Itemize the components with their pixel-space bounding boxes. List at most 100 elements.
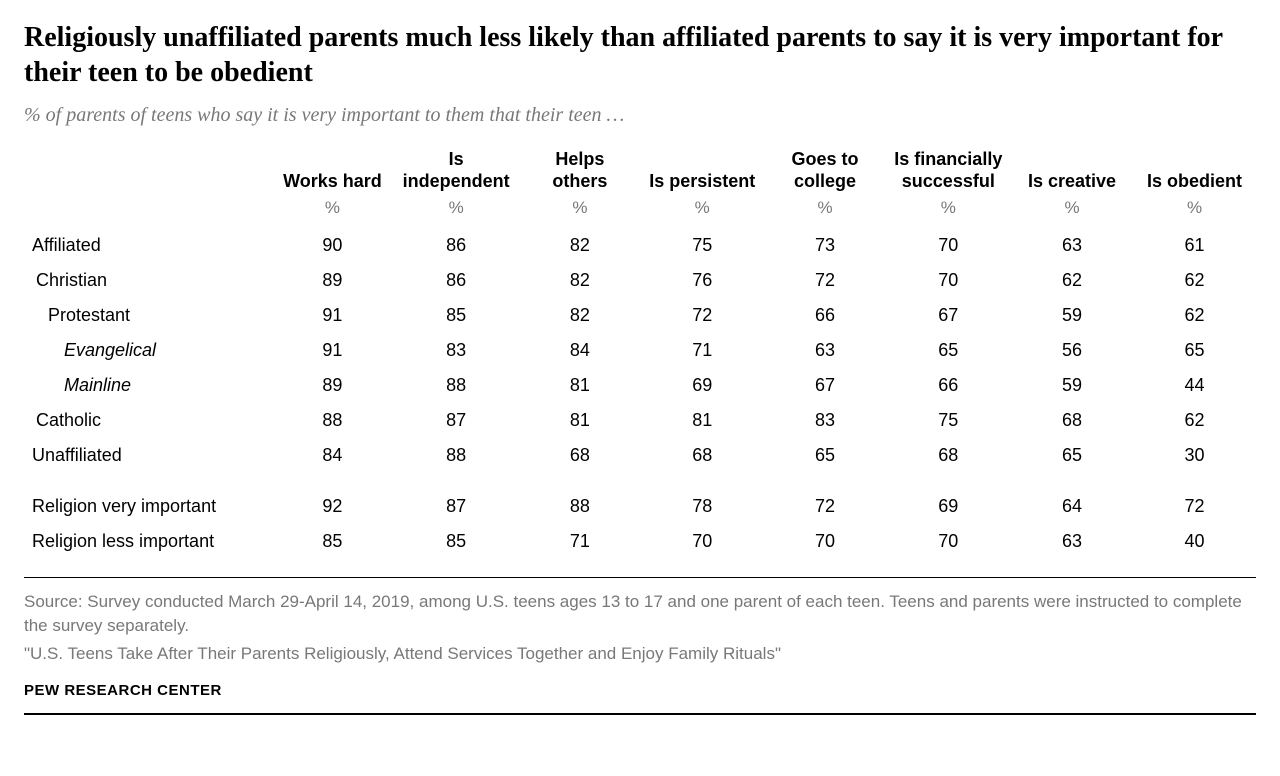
cell-value: 59 bbox=[1011, 298, 1133, 333]
cell-value: 83 bbox=[393, 333, 520, 368]
cell-value: 64 bbox=[1011, 489, 1133, 524]
cell-value: 70 bbox=[886, 524, 1011, 559]
cell-value: 70 bbox=[886, 228, 1011, 263]
cell-value: 87 bbox=[393, 489, 520, 524]
cell-value: 30 bbox=[1133, 438, 1256, 473]
pct-label: % bbox=[886, 196, 1011, 228]
col-header: Helps others bbox=[520, 145, 640, 196]
attribution: PEW RESEARCH CENTER bbox=[24, 682, 1256, 715]
table-row: Catholic8887818183756862 bbox=[24, 403, 1256, 438]
cell-value: 86 bbox=[393, 263, 520, 298]
pct-label: % bbox=[1133, 196, 1256, 228]
cell-value: 70 bbox=[886, 263, 1011, 298]
pct-label: % bbox=[640, 196, 764, 228]
cell-value: 86 bbox=[393, 228, 520, 263]
source-note: Source: Survey conducted March 29-April … bbox=[24, 577, 1256, 638]
cell-value: 62 bbox=[1133, 403, 1256, 438]
cell-value: 69 bbox=[886, 489, 1011, 524]
row-label: Unaffiliated bbox=[24, 438, 272, 473]
col-header: Is persistent bbox=[640, 145, 764, 196]
quote-note: "U.S. Teens Take After Their Parents Rel… bbox=[24, 644, 1256, 664]
cell-value: 75 bbox=[640, 228, 764, 263]
cell-value: 73 bbox=[764, 228, 885, 263]
cell-value: 71 bbox=[640, 333, 764, 368]
table-row: Religion very important9287887872696472 bbox=[24, 489, 1256, 524]
cell-value: 72 bbox=[1133, 489, 1256, 524]
row-label: Religion less important bbox=[24, 524, 272, 559]
table-row: Mainline8988816967665944 bbox=[24, 368, 1256, 403]
cell-value: 70 bbox=[764, 524, 885, 559]
data-table: Works hard Is independent Helps others I… bbox=[24, 145, 1256, 559]
cell-value: 85 bbox=[272, 524, 392, 559]
cell-value: 88 bbox=[393, 368, 520, 403]
cell-value: 88 bbox=[272, 403, 392, 438]
cell-value: 72 bbox=[764, 263, 885, 298]
cell-value: 65 bbox=[764, 438, 885, 473]
cell-value: 68 bbox=[886, 438, 1011, 473]
table-row: Unaffiliated8488686865686530 bbox=[24, 438, 1256, 473]
page-subtitle: % of parents of teens who say it is very… bbox=[24, 104, 1256, 127]
cell-value: 40 bbox=[1133, 524, 1256, 559]
cell-value: 63 bbox=[1011, 228, 1133, 263]
cell-value: 82 bbox=[520, 298, 640, 333]
header-row: Works hard Is independent Helps others I… bbox=[24, 145, 1256, 196]
cell-value: 69 bbox=[640, 368, 764, 403]
cell-value: 68 bbox=[640, 438, 764, 473]
cell-value: 56 bbox=[1011, 333, 1133, 368]
cell-value: 89 bbox=[272, 263, 392, 298]
cell-value: 59 bbox=[1011, 368, 1133, 403]
pct-label: % bbox=[393, 196, 520, 228]
cell-value: 84 bbox=[520, 333, 640, 368]
col-header: Is obedient bbox=[1133, 145, 1256, 196]
cell-value: 81 bbox=[520, 368, 640, 403]
cell-value: 75 bbox=[886, 403, 1011, 438]
cell-value: 63 bbox=[764, 333, 885, 368]
cell-value: 62 bbox=[1133, 298, 1256, 333]
cell-value: 65 bbox=[1011, 438, 1133, 473]
cell-value: 91 bbox=[272, 298, 392, 333]
cell-value: 65 bbox=[1133, 333, 1256, 368]
pct-label: % bbox=[520, 196, 640, 228]
cell-value: 68 bbox=[520, 438, 640, 473]
table-row: Protestant9185827266675962 bbox=[24, 298, 1256, 333]
table-row: Religion less important8585717070706340 bbox=[24, 524, 1256, 559]
cell-value: 67 bbox=[764, 368, 885, 403]
table-row: Affiliated9086827573706361 bbox=[24, 228, 1256, 263]
cell-value: 82 bbox=[520, 263, 640, 298]
cell-value: 70 bbox=[640, 524, 764, 559]
cell-value: 62 bbox=[1133, 263, 1256, 298]
cell-value: 87 bbox=[393, 403, 520, 438]
col-header: Is creative bbox=[1011, 145, 1133, 196]
pct-label: % bbox=[272, 196, 392, 228]
cell-value: 68 bbox=[1011, 403, 1133, 438]
cell-value: 65 bbox=[886, 333, 1011, 368]
col-header: Works hard bbox=[272, 145, 392, 196]
cell-value: 81 bbox=[640, 403, 764, 438]
cell-value: 76 bbox=[640, 263, 764, 298]
cell-value: 88 bbox=[520, 489, 640, 524]
cell-value: 71 bbox=[520, 524, 640, 559]
cell-value: 88 bbox=[393, 438, 520, 473]
cell-value: 82 bbox=[520, 228, 640, 263]
cell-value: 91 bbox=[272, 333, 392, 368]
cell-value: 85 bbox=[393, 298, 520, 333]
cell-value: 61 bbox=[1133, 228, 1256, 263]
cell-value: 66 bbox=[764, 298, 885, 333]
row-label: Religion very important bbox=[24, 489, 272, 524]
cell-value: 44 bbox=[1133, 368, 1256, 403]
page-title: Religiously unaffiliated parents much le… bbox=[24, 20, 1256, 90]
cell-value: 85 bbox=[393, 524, 520, 559]
row-label: Affiliated bbox=[24, 228, 272, 263]
cell-value: 81 bbox=[520, 403, 640, 438]
cell-value: 89 bbox=[272, 368, 392, 403]
cell-value: 83 bbox=[764, 403, 885, 438]
row-label: Catholic bbox=[24, 403, 272, 438]
cell-value: 92 bbox=[272, 489, 392, 524]
table-row: Christian8986827672706262 bbox=[24, 263, 1256, 298]
cell-value: 66 bbox=[886, 368, 1011, 403]
cell-value: 63 bbox=[1011, 524, 1133, 559]
cell-value: 72 bbox=[640, 298, 764, 333]
col-header: Is independent bbox=[393, 145, 520, 196]
row-label: Christian bbox=[24, 263, 272, 298]
row-label: Mainline bbox=[24, 368, 272, 403]
